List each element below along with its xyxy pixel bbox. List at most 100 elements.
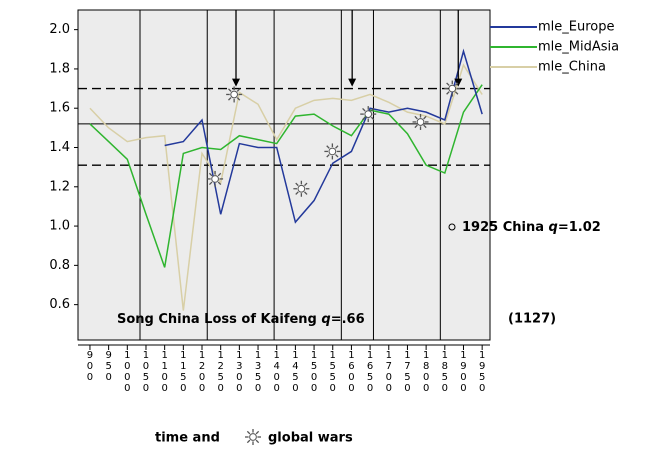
x-tick-label: 1100 — [159, 350, 171, 394]
war-marker — [207, 170, 224, 187]
annotation-variable: q — [549, 220, 558, 235]
x-tick-label: 1150 — [177, 350, 189, 394]
legend-label: mle_Europe — [538, 20, 615, 35]
war-marker — [245, 429, 261, 445]
y-tick-label: 1.0 — [49, 219, 70, 234]
sun-ray — [326, 154, 330, 158]
war-marker — [444, 80, 461, 97]
annotation-dot — [448, 223, 456, 231]
war-marker — [324, 143, 341, 160]
arrow — [348, 10, 357, 87]
y-tick-label: 0.6 — [49, 297, 70, 312]
sun-ray — [446, 82, 450, 86]
sun-ray — [236, 88, 241, 92]
x-tick-label: 1300 — [233, 350, 245, 394]
arrow — [232, 10, 241, 87]
x-tick-label: 1000 — [121, 350, 133, 394]
x-tick-label: 1900 — [457, 350, 469, 394]
annotation-text: Song China Loss of Kaifeng — [117, 312, 321, 327]
sun-ray — [217, 181, 222, 186]
arrow-head — [232, 78, 241, 87]
sun-icon — [245, 429, 261, 445]
x-tick-label: 1550 — [327, 350, 339, 394]
x-tick-label: 1400 — [271, 350, 283, 394]
sun-ray — [217, 172, 222, 177]
sun-ray — [295, 182, 299, 187]
legend-label: mle_MidAsia — [538, 40, 619, 55]
y-tick-label: 1.6 — [49, 101, 70, 116]
arrow — [454, 10, 463, 87]
series-line — [89, 84, 483, 268]
annotation-value: =.66 — [331, 312, 365, 327]
annotation-year: (1127) — [508, 312, 556, 327]
x-axis-label: global wars — [268, 431, 353, 446]
sun-ray — [414, 115, 418, 120]
sun-ray — [208, 172, 213, 177]
x-axis-label: time and — [155, 431, 220, 446]
sun-ray — [304, 182, 308, 187]
arrow-head — [454, 78, 463, 87]
y-tick-label: 1.8 — [49, 61, 70, 76]
sun-ray — [423, 124, 427, 129]
sun-ray — [246, 430, 251, 435]
x-tick-label: 1350 — [252, 350, 264, 394]
arrow-head — [348, 78, 357, 87]
annotation: 1925 China q=1.02 — [462, 220, 601, 235]
sun-ray — [370, 116, 375, 121]
sun-ray — [335, 145, 339, 149]
sun-ray — [454, 82, 459, 86]
sun-ray — [414, 124, 418, 129]
y-tick-label: 0.8 — [49, 258, 70, 273]
x-tick-label: 1650 — [364, 350, 376, 394]
sun-ray — [362, 107, 366, 112]
y-tick-label: 2.0 — [49, 22, 70, 37]
war-marker — [360, 106, 377, 123]
annotation: Song China Loss of Kaifeng q=.66 — [117, 312, 365, 327]
sun-ray — [246, 439, 251, 444]
sun-ray — [208, 181, 213, 186]
sun-ray — [304, 191, 308, 195]
sun-ray — [423, 115, 427, 120]
sun-disc — [364, 110, 373, 118]
x-tick-label: 1700 — [383, 350, 395, 394]
sun-ray — [228, 88, 232, 92]
sun-disc — [230, 90, 238, 99]
x-tick-label: 950 — [103, 350, 115, 383]
sun-ray — [255, 430, 260, 435]
series-line — [89, 63, 483, 311]
sun-disc — [211, 175, 219, 183]
x-tick-label: 1600 — [345, 350, 357, 394]
sun-disc — [448, 84, 457, 93]
annotation-value: =1.02 — [558, 220, 601, 235]
x-tick-label: 1050 — [140, 350, 152, 394]
sun-disc — [416, 118, 425, 126]
x-tick-label: 1750 — [401, 350, 413, 394]
sun-ray — [335, 154, 339, 158]
x-tick-label: 1850 — [439, 350, 451, 394]
series-line — [164, 48, 483, 224]
x-tick-label: 900 — [84, 350, 96, 383]
sun-ray — [228, 97, 232, 101]
war-marker — [293, 180, 310, 197]
war-marker — [412, 113, 429, 130]
annotation-text: 1925 China — [462, 220, 549, 235]
y-tick-label: 1.2 — [49, 179, 70, 194]
sun-ray — [236, 97, 241, 101]
sun-ray — [295, 191, 299, 195]
sun-ray — [326, 145, 330, 149]
x-tick-label: 1500 — [308, 350, 320, 394]
x-tick-label: 1950 — [476, 350, 488, 394]
x-tick-label: 1800 — [420, 350, 432, 394]
annotation-variable: q — [321, 312, 330, 327]
y-tick-label: 1.4 — [49, 140, 70, 155]
sun-ray — [362, 116, 366, 121]
sun-ray — [454, 91, 459, 95]
sun-ray — [446, 91, 450, 95]
sun-ray — [255, 439, 260, 444]
war-marker — [226, 86, 243, 103]
sun-disc — [249, 433, 257, 441]
x-tick-label: 1250 — [215, 350, 227, 394]
x-tick-label: 1450 — [289, 350, 301, 394]
sun-disc — [297, 184, 306, 193]
